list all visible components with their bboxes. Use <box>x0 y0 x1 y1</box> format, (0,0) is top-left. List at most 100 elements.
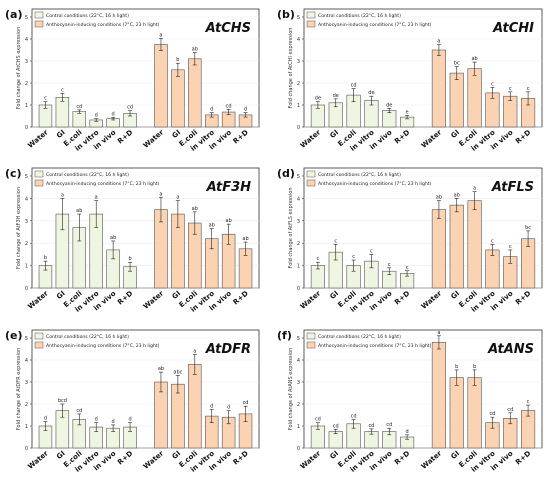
significance-letter: de <box>315 96 321 102</box>
significance-letter: c <box>527 399 530 405</box>
x-tick-label: R+D <box>232 289 250 306</box>
significance-letter: c <box>44 96 47 102</box>
y-tick-label: 5 <box>297 174 300 180</box>
significance-letter: ab <box>192 47 198 53</box>
x-tick-label: GI <box>328 449 340 461</box>
x-tick-label: Water <box>299 289 323 311</box>
x-tick-label: Water <box>420 128 444 150</box>
legend-label-anthocyanin: Anthocyanin-inducing conditions (7°C, 23… <box>318 181 432 187</box>
x-tick-label: R+D <box>514 289 532 306</box>
significance-letter: c <box>527 86 530 92</box>
panel-label: (b) <box>277 8 295 21</box>
legend-swatch-control <box>306 11 316 19</box>
bar <box>449 377 464 449</box>
significance-letter: c <box>406 265 409 271</box>
y-axis-label: Fold change of AtFLS expression <box>288 188 294 269</box>
x-tick-label: R+D <box>393 289 411 306</box>
legend-swatch-control <box>34 170 44 178</box>
bar <box>431 49 446 128</box>
legend-swatch-control <box>34 11 44 19</box>
x-tick-label: R+D <box>514 449 532 466</box>
x-tick-label: GI <box>171 289 183 301</box>
x-tick-label: R+D <box>393 449 411 466</box>
panel-label: (f) <box>277 329 292 342</box>
significance-letter: cd <box>127 105 133 111</box>
y-tick-label: 2 <box>25 241 28 247</box>
y-tick-label: 2 <box>297 241 300 247</box>
x-tick-label: R+D <box>116 128 134 145</box>
bar <box>431 209 446 289</box>
panel-2: (b) 0 1 2 3 4 5 Fold change of AtCHI expression… <box>277 8 543 153</box>
significance-letter: a <box>193 349 196 355</box>
y-tick-label: 0 <box>297 446 300 452</box>
legend-swatch-control <box>34 332 44 340</box>
y-tick-label: 2 <box>25 81 28 87</box>
plot-area <box>31 8 260 128</box>
bar <box>449 204 464 289</box>
significance-letter: a <box>159 32 162 38</box>
significance-letter: d <box>227 405 230 411</box>
plot-area <box>31 329 260 449</box>
panel-label: (c) <box>5 167 22 180</box>
legend-swatch-control <box>306 332 316 340</box>
significance-letter: ab <box>226 218 232 224</box>
y-tick-label: 1 <box>25 264 28 270</box>
y-tick-label: 3 <box>25 59 28 65</box>
x-tick-label: R+D <box>393 128 411 145</box>
legend-swatch-anthocyanin <box>34 179 44 187</box>
x-tick-label: Water <box>299 449 323 471</box>
x-tick-label: R+D <box>514 128 532 145</box>
significance-letter: cd <box>76 408 82 414</box>
significance-letter: ab <box>192 206 198 212</box>
y-tick-label: 4 <box>297 358 300 364</box>
panel-label: (e) <box>5 329 23 342</box>
legend-swatch-control <box>306 170 316 178</box>
y-tick-label: 3 <box>297 59 300 65</box>
bar <box>449 72 464 128</box>
legend-label-control: Control conditions (22°C, 16 h light) <box>46 172 129 178</box>
x-tick-label: GI <box>328 128 340 140</box>
x-tick-label: GI <box>449 128 461 140</box>
y-tick-label: 0 <box>25 446 28 452</box>
y-tick-label: 2 <box>297 402 300 408</box>
significance-letter: a <box>437 330 440 336</box>
legend-label-anthocyanin: Anthocyanin-inducing conditions (7°C, 23… <box>46 181 160 187</box>
significance-letter: c <box>491 238 494 244</box>
legend-label-control: Control conditions (22°C, 16 h light) <box>318 13 401 19</box>
y-tick-label: 3 <box>297 219 300 225</box>
legend-swatch-anthocyanin <box>306 20 316 28</box>
x-tick-label: Water <box>26 289 50 311</box>
significance-letter: cd <box>386 422 392 428</box>
bar <box>154 44 168 128</box>
x-tick-label: Water <box>299 128 323 150</box>
y-axis-label: Fold change of AtCHI expression <box>288 28 294 109</box>
y-tick-label: 5 <box>297 15 300 21</box>
significance-letter: c <box>509 86 512 92</box>
y-tick-label: 5 <box>297 336 300 342</box>
significance-letter: a <box>176 195 179 201</box>
significance-letter: ab <box>209 223 215 229</box>
x-tick-label: GI <box>171 128 183 140</box>
significance-letter: d <box>112 111 115 117</box>
significance-letter: d <box>44 416 47 422</box>
y-tick-label: 4 <box>297 196 300 202</box>
significance-letter: cd <box>351 83 357 89</box>
significance-letter: c <box>352 254 355 260</box>
significance-letter: c <box>491 81 494 87</box>
significance-letter: d <box>210 404 213 410</box>
significance-letter: c <box>388 262 391 268</box>
y-tick-label: 3 <box>25 219 28 225</box>
significance-letter: bc <box>454 61 460 67</box>
plot-area <box>31 167 260 289</box>
significance-letter: cd <box>489 411 495 417</box>
bar <box>188 58 202 128</box>
x-tick-label: R+D <box>232 449 250 466</box>
plot-area <box>303 8 543 128</box>
significance-letter: ab <box>436 195 442 201</box>
significance-letter: d <box>210 107 213 113</box>
x-tick-label: Water <box>26 449 50 471</box>
significance-letter: b <box>44 255 47 261</box>
